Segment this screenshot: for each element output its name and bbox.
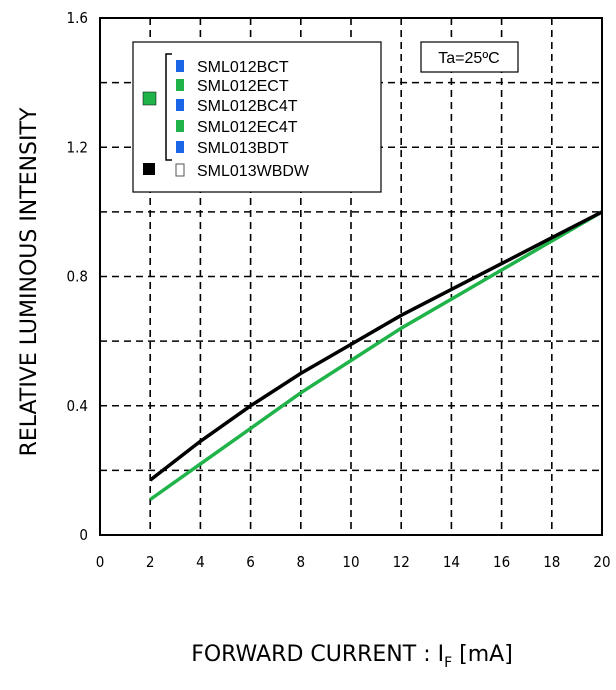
x-axis-title-main: FORWARD CURRENT : I	[191, 642, 444, 667]
x-axis-title-subscript: F	[444, 655, 452, 671]
legend-label: SML012BCT	[197, 59, 289, 76]
x-tick-label: 20	[593, 553, 610, 571]
legend-swatch	[176, 141, 184, 153]
x-tick-label: 0	[96, 553, 105, 571]
y-tick-label: 1.2	[67, 138, 88, 156]
legend-group-swatch	[142, 91, 157, 106]
y-tick-label: 0.4	[67, 397, 88, 415]
condition-label: Ta=25ºC	[438, 50, 499, 67]
x-axis-title: FORWARD CURRENT : IF [mA]	[191, 642, 513, 671]
legend-label: SML013WBDW	[197, 163, 310, 180]
x-tick-label: 8	[297, 553, 306, 571]
legend-label: SML012BC4T	[197, 98, 298, 115]
legend-label: SML012ECT	[197, 78, 289, 95]
x-tick-label: 12	[393, 553, 410, 571]
plot-frame	[99, 17, 603, 536]
legend-swatch	[176, 120, 184, 132]
x-tick-label: 14	[443, 553, 460, 571]
legend-swatch	[176, 79, 184, 91]
y-tick-label: 0	[79, 526, 88, 544]
legend-label: SML013BDT	[197, 140, 289, 157]
series-line-1	[149, 210, 603, 501]
y-axis-title: RELATIVE LUMINOUS INTENSITY	[17, 107, 42, 456]
y-tick-label: 1.6	[67, 9, 88, 27]
x-tick-label: 2	[146, 553, 155, 571]
legend-solo-group-swatch	[143, 163, 155, 175]
legend-box	[132, 41, 382, 193]
x-tick-label: 6	[246, 553, 255, 571]
legend-swatch	[176, 60, 184, 72]
condition-box: Ta=25ºC	[420, 41, 519, 73]
x-axis-title-unit: [mA]	[452, 642, 513, 667]
legend-swatch	[176, 99, 184, 111]
legend-swatch	[175, 163, 185, 177]
x-tick-label: 4	[196, 553, 205, 571]
tick-labels: 0 2 4 6 8 10 12 14 16 18 20 0 0.4 0.8 1.2 1.6	[67, 9, 611, 571]
x-tick-label: 10	[342, 553, 359, 571]
series-layer	[149, 210, 603, 501]
legend-bracket	[165, 53, 172, 161]
x-tick-label: 18	[543, 553, 560, 571]
condition-frame	[420, 41, 519, 73]
series-line-2	[149, 210, 603, 482]
legend-label: SML012EC4T	[197, 119, 298, 136]
y-tick-label: 0.8	[67, 268, 88, 286]
legend-items: SML012BCT SML012ECT SML012BC4T SML012EC4T SM…	[175, 59, 310, 180]
x-tick-label: 16	[493, 553, 510, 571]
legend: SML012BCT SML012ECT SML012BC4T SML012EC4T SM…	[132, 41, 382, 193]
